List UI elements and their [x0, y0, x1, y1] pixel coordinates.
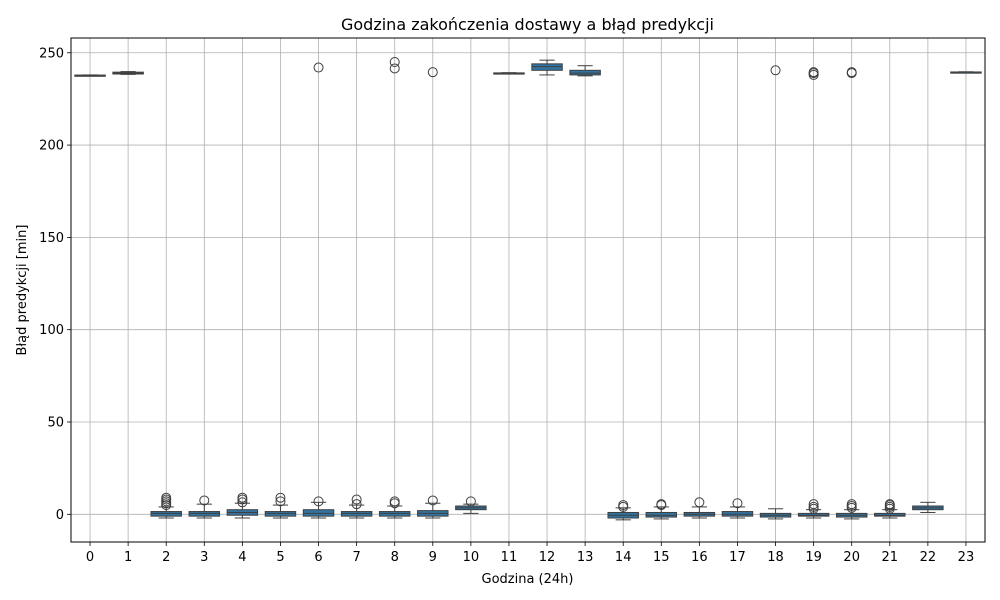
box-18 [759, 65, 792, 520]
outlier-point [618, 500, 629, 511]
box-0 [74, 74, 106, 77]
y-tick-label: 250 [39, 46, 64, 61]
x-tick-label: 16 [691, 550, 708, 565]
outlier-point [427, 67, 438, 78]
box-1 [112, 71, 144, 75]
y-tick-label: 150 [39, 231, 64, 246]
y-tick-label: 100 [39, 323, 64, 338]
y-tick-label: 200 [39, 139, 64, 154]
y-axis-title: Błąd predykcji [min] [15, 225, 30, 356]
x-tick-label: 14 [615, 550, 632, 565]
box-14 [607, 500, 639, 521]
box-10 [455, 496, 487, 514]
y-tick-label: 50 [47, 416, 64, 431]
x-tick-label: 15 [653, 550, 670, 565]
x-tick-label: 11 [501, 550, 518, 565]
x-tick-label: 19 [805, 550, 822, 565]
box-8 [378, 57, 411, 519]
x-tick-label: 1 [124, 550, 132, 565]
x-tick-label: 22 [920, 550, 937, 565]
x-tick-label: 4 [238, 550, 246, 565]
box-layer [74, 57, 982, 521]
box-22 [912, 501, 944, 513]
x-tick-label: 8 [391, 550, 399, 565]
box-13 [569, 65, 601, 77]
outlier-point [199, 495, 210, 506]
outlier-point [389, 63, 400, 74]
box-3 [188, 495, 221, 519]
outlier-point [313, 62, 324, 73]
box-19 [797, 67, 830, 519]
box-11 [493, 72, 525, 75]
box-15 [645, 499, 678, 520]
box-21 [874, 499, 906, 519]
box-20 [835, 67, 868, 520]
outlier-point [808, 501, 819, 512]
outlier-point [465, 496, 476, 507]
x-tick-label: 7 [352, 550, 360, 565]
box-7 [340, 494, 373, 519]
outlier-point [427, 495, 438, 506]
x-axis-title: Godzina (24h) [482, 572, 574, 587]
outlier-point [275, 496, 286, 507]
outlier-point [808, 67, 819, 78]
x-tick-label: 12 [539, 550, 556, 565]
outlier-point [313, 496, 324, 507]
box-17 [721, 498, 754, 519]
x-tick-label: 23 [958, 550, 975, 565]
x-tick-label: 0 [86, 550, 94, 565]
x-tick-label: 10 [463, 550, 480, 565]
grid-layer [71, 38, 985, 542]
box-6 [302, 62, 335, 519]
box-9 [417, 67, 449, 519]
outlier-point [351, 494, 362, 505]
x-tick-label: 17 [729, 550, 746, 565]
y-tick-label: 0 [56, 508, 64, 523]
box-16 [683, 497, 716, 519]
outlier-point [694, 497, 705, 508]
outlier-point [351, 499, 362, 510]
x-tick-label: 9 [429, 550, 437, 565]
outlier-point [846, 67, 857, 78]
outlier-point [732, 498, 743, 509]
outlier-point [656, 499, 667, 510]
x-tick-label: 21 [882, 550, 899, 565]
outlier-point [884, 499, 895, 510]
x-tick-label: 6 [314, 550, 322, 565]
chart-title: Godzina zakończenia dostawy a błąd predy… [341, 15, 714, 34]
axis-layer: 0 1 2 3 4 5 6 7 8 9 10 11 12 13 14 15 16 17 18 19 20 21 22 2305… [39, 46, 974, 565]
outlier-point [770, 65, 781, 76]
x-tick-label: 13 [577, 550, 594, 565]
x-tick-label: 2 [162, 550, 170, 565]
outlier-point [389, 496, 400, 507]
outlier-point [275, 492, 286, 503]
x-tick-label: 20 [843, 550, 860, 565]
box-23 [950, 71, 982, 74]
box-4 [226, 492, 259, 519]
outlier-point [808, 499, 819, 510]
box-12 [531, 59, 563, 76]
outlier-point [846, 499, 857, 510]
x-tick-label: 5 [276, 550, 284, 565]
outlier-point [389, 57, 400, 67]
box-2 [150, 492, 182, 519]
plot-frame [70, 37, 986, 543]
box-5 [264, 492, 297, 519]
x-tick-label: 18 [767, 550, 784, 565]
outlier-point [237, 492, 248, 503]
x-tick-label: 3 [200, 550, 208, 565]
outlier-point [237, 497, 248, 508]
outlier-point [161, 492, 172, 503]
